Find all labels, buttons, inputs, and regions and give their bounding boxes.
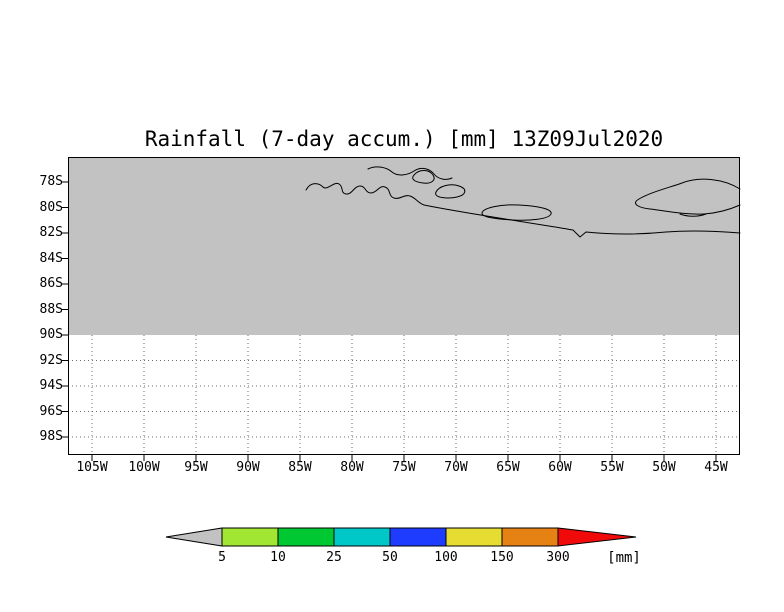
lat-tick-label: 96S <box>39 403 63 419</box>
islet-loop <box>412 170 435 184</box>
small-closed-contour <box>435 184 466 199</box>
lon-tick-label: 50W <box>652 460 676 475</box>
axis-ticks <box>62 181 717 461</box>
colorbar <box>165 527 637 547</box>
lon-tick-label: 95W <box>184 460 208 475</box>
lon-tick-label: 85W <box>288 460 312 475</box>
lon-tick-label: 70W <box>444 460 468 475</box>
lat-tick-label: 88S <box>39 301 63 317</box>
lat-tick-label: 82S <box>39 225 63 240</box>
lon-tick-label: 60W <box>548 460 572 475</box>
colorbar-left-arrow <box>165 527 223 547</box>
coastline-upper <box>367 166 453 180</box>
colorbar-tick-label: 100 <box>434 550 458 565</box>
colorbar-unit-label: [mm] <box>607 550 641 566</box>
colorbar-tick-label: 10 <box>270 550 286 565</box>
sub5mm-shading <box>68 157 740 335</box>
colorbar-segment <box>501 527 559 547</box>
lat-tick-label: 84S <box>39 250 63 266</box>
colorbar-tick-label: 300 <box>546 550 570 565</box>
lat-tick-label: 86S <box>39 276 63 291</box>
lat-tick-label: 94S <box>39 378 63 393</box>
colorbar-right-arrow <box>557 527 637 547</box>
lon-tick-label: 105W <box>76 460 108 475</box>
plot-frame <box>68 157 740 455</box>
coastline-main <box>305 182 741 238</box>
map-plot <box>62 157 741 461</box>
colorbar-segment <box>277 527 335 547</box>
colorbar-tick-label: 50 <box>382 550 398 565</box>
colorbar-segment <box>221 527 279 547</box>
coastline-contours <box>305 166 741 238</box>
gridlines <box>68 335 740 455</box>
lat-tick-label: 90S <box>39 327 63 342</box>
colorbar-tick-label: 150 <box>490 550 514 565</box>
colorbar-segment <box>333 527 391 547</box>
right-edge-blob <box>635 178 741 215</box>
plot-area <box>62 157 741 461</box>
lon-tick-label: 45W <box>704 460 728 475</box>
colorbar-segment <box>389 527 447 547</box>
lat-tick-label: 92S <box>39 352 63 368</box>
lon-tick-label: 55W <box>600 460 624 475</box>
oval-contour <box>481 204 552 221</box>
right-edge-mark <box>679 213 707 217</box>
lat-tick-label: 98S <box>39 429 63 444</box>
lon-tick-label: 90W <box>236 460 260 475</box>
lat-tick-label: 78S <box>39 174 63 189</box>
colorbar-segment <box>445 527 503 547</box>
lon-tick-label: 75W <box>392 460 416 475</box>
colorbar-tick-label: 5 <box>218 550 226 565</box>
chart-title: Rainfall (7-day accum.) [mm] 13Z09Jul202… <box>144 127 664 151</box>
lon-tick-label: 80W <box>340 460 364 475</box>
lon-tick-label: 65W <box>496 460 520 475</box>
colorbar-tick-label: 25 <box>326 550 342 565</box>
lon-tick-label: 100W <box>128 460 160 475</box>
lat-tick-label: 80S <box>39 199 63 215</box>
